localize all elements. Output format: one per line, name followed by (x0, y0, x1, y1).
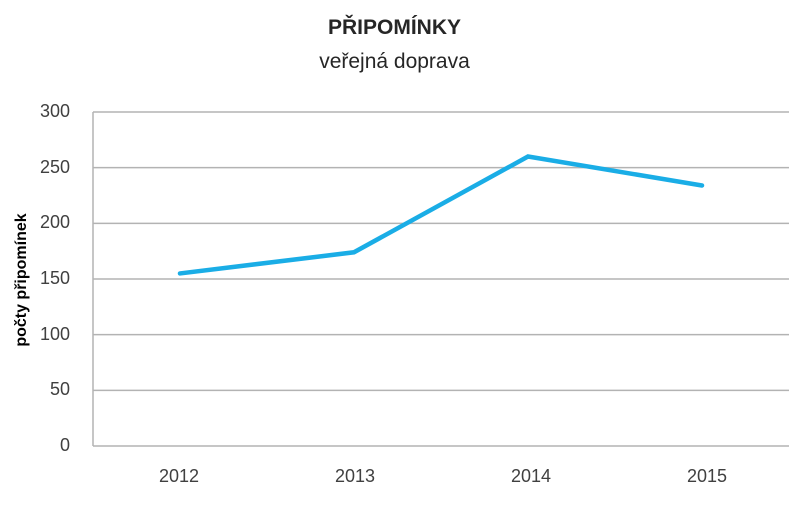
y-tick: 0 (59, 435, 70, 455)
x-tick: 2013 (334, 466, 376, 486)
y-tick: 100 (39, 324, 70, 344)
x-tick: 2012 (158, 466, 200, 486)
y-tick: 50 (49, 379, 70, 399)
chart-subtitle: veřejná doprava (319, 50, 470, 73)
y-tick: 300 (39, 101, 70, 121)
gridlines (93, 111, 789, 447)
y-tick: 200 (39, 212, 70, 232)
y-tick: 250 (39, 157, 70, 177)
x-tick: 2014 (510, 466, 552, 486)
y-tick: 150 (39, 268, 70, 288)
data-line (177, 154, 705, 276)
x-tick: 2015 (686, 466, 728, 486)
chart-title: PŘIPOMÍNKY (327, 16, 461, 39)
